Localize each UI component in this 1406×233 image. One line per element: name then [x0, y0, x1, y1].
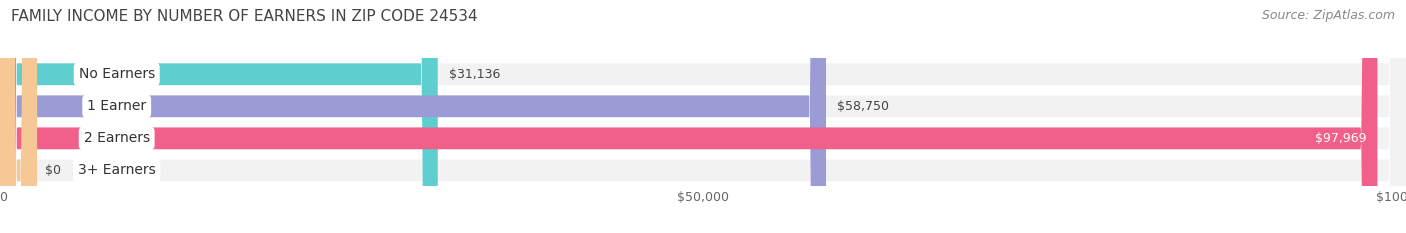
Text: 2 Earners: 2 Earners — [83, 131, 150, 145]
Text: 1 Earner: 1 Earner — [87, 99, 146, 113]
Text: Source: ZipAtlas.com: Source: ZipAtlas.com — [1261, 9, 1395, 22]
FancyBboxPatch shape — [0, 0, 827, 233]
Text: FAMILY INCOME BY NUMBER OF EARNERS IN ZIP CODE 24534: FAMILY INCOME BY NUMBER OF EARNERS IN ZI… — [11, 9, 478, 24]
Text: $97,969: $97,969 — [1315, 132, 1367, 145]
Text: 3+ Earners: 3+ Earners — [77, 163, 156, 177]
FancyBboxPatch shape — [0, 0, 437, 233]
Text: No Earners: No Earners — [79, 67, 155, 81]
Text: $31,136: $31,136 — [449, 68, 501, 81]
Text: $58,750: $58,750 — [838, 100, 889, 113]
FancyBboxPatch shape — [0, 0, 37, 233]
Text: $0: $0 — [45, 164, 60, 177]
